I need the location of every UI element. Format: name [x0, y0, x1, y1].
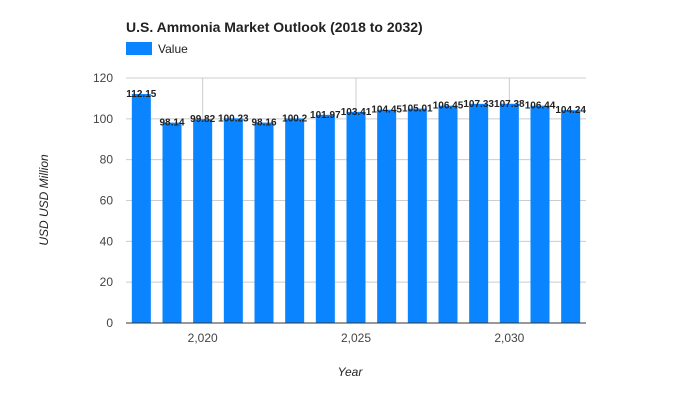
- data-label: 103.41: [341, 107, 372, 118]
- bar[interactable]: [285, 118, 305, 323]
- bar[interactable]: [469, 103, 489, 323]
- y-tick-label: 60: [100, 194, 114, 208]
- y-axis: 0 20 40 60 80 100 120: [93, 71, 113, 330]
- legend-label-value: Value: [158, 42, 188, 56]
- legend-swatch-value: [126, 42, 152, 55]
- bar[interactable]: [438, 105, 458, 323]
- bar[interactable]: [407, 108, 427, 323]
- data-label: 100.23: [218, 113, 249, 124]
- bar[interactable]: [377, 109, 397, 323]
- bar[interactable]: [254, 122, 274, 323]
- data-label: 104.45: [371, 105, 402, 116]
- data-label: 99.82: [190, 114, 215, 125]
- y-tick-label: 40: [100, 234, 114, 248]
- x-axis-title: Year: [338, 365, 364, 379]
- data-label: 106.44: [525, 101, 556, 112]
- y-tick-label: 120: [93, 71, 113, 85]
- data-label: 106.45: [433, 101, 464, 112]
- x-tick-label: 2,020: [188, 331, 218, 345]
- data-label: 105.01: [402, 104, 433, 115]
- bar[interactable]: [223, 118, 243, 324]
- bar[interactable]: [131, 94, 151, 323]
- bars: [131, 94, 581, 324]
- bar[interactable]: [193, 119, 213, 323]
- data-label: 104.24: [555, 105, 586, 116]
- bar[interactable]: [162, 122, 182, 324]
- bar[interactable]: [561, 110, 581, 323]
- bar[interactable]: [499, 103, 519, 323]
- chart-title: U.S. Ammonia Market Outlook (2018 to 203…: [126, 19, 423, 35]
- data-label: 101.97: [310, 110, 341, 121]
- bar[interactable]: [315, 114, 335, 323]
- x-axis: 2,020 2,025 2,030: [126, 322, 586, 345]
- y-tick-label: 80: [100, 153, 114, 167]
- data-label: 112.15: [126, 89, 156, 100]
- data-label: 107.38: [494, 99, 525, 110]
- legend[interactable]: Value: [126, 42, 188, 56]
- y-tick-label: 100: [93, 112, 113, 126]
- data-label: 100.2: [282, 113, 307, 124]
- y-axis-title: USD USD Million: [37, 154, 51, 246]
- data-label: 98.16: [251, 118, 276, 129]
- data-label: 107.33: [463, 99, 494, 110]
- data-label: 98.14: [159, 118, 184, 129]
- bar[interactable]: [346, 111, 366, 323]
- x-tick-label: 2,025: [341, 331, 371, 345]
- x-tick-label: 2,030: [494, 331, 524, 345]
- y-tick-label: 20: [100, 275, 114, 289]
- bar[interactable]: [530, 105, 550, 323]
- y-tick-label: 0: [106, 316, 113, 330]
